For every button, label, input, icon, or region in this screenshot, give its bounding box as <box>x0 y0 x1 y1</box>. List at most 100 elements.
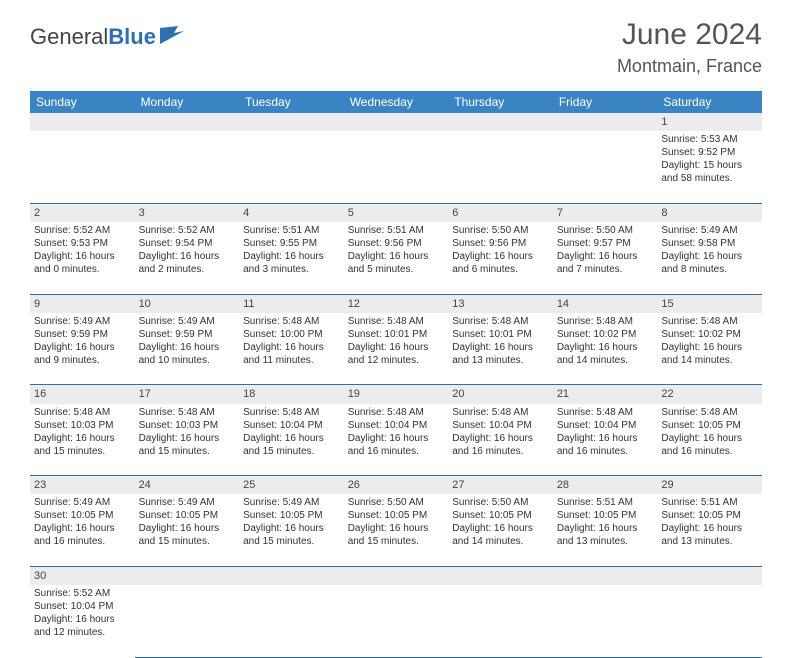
day-detail-cell: Sunrise: 5:48 AMSunset: 10:05 PMDaylight… <box>657 404 762 476</box>
sunrise-text: Sunrise: 5:48 AM <box>557 315 654 328</box>
day-number-cell: 7 <box>553 203 658 222</box>
week-3-daynums: 16171819202122 <box>30 385 762 404</box>
day-detail-cell: Sunrise: 5:51 AMSunset: 9:55 PMDaylight:… <box>239 222 344 294</box>
sunset-text: Sunset: 10:02 PM <box>661 328 758 341</box>
sunrise-text: Sunrise: 5:48 AM <box>243 406 340 419</box>
month-title: June 2024 <box>617 18 762 52</box>
day-detail-cell: Sunrise: 5:48 AMSunset: 10:04 PMDaylight… <box>448 404 553 476</box>
sunrise-text: Sunrise: 5:48 AM <box>348 315 445 328</box>
logo: GeneralBlue <box>30 24 186 50</box>
sunrise-text: Sunrise: 5:48 AM <box>452 406 549 419</box>
day-number-cell: 25 <box>239 476 344 495</box>
day-number-cell: 4 <box>239 203 344 222</box>
day-number: 4 <box>243 206 340 220</box>
day-number-cell <box>344 113 449 131</box>
day-number: 22 <box>661 387 758 401</box>
day-number-cell: 16 <box>30 385 135 404</box>
day-number: 29 <box>661 478 758 492</box>
sunset-text: Sunset: 9:59 PM <box>34 328 131 341</box>
week-5-details: Sunrise: 5:52 AMSunset: 10:04 PMDaylight… <box>30 585 762 657</box>
daylight-text: Daylight: 16 hours and 15 minutes. <box>243 432 340 458</box>
day-number: 23 <box>34 478 131 492</box>
day-detail-cell: Sunrise: 5:50 AMSunset: 9:56 PMDaylight:… <box>448 222 553 294</box>
sunrise-text: Sunrise: 5:49 AM <box>243 496 340 509</box>
day-number: 25 <box>243 478 340 492</box>
sunrise-text: Sunrise: 5:49 AM <box>34 496 131 509</box>
sunrise-text: Sunrise: 5:49 AM <box>139 496 236 509</box>
logo-text-2: Blue <box>108 24 156 50</box>
day-detail-cell: Sunrise: 5:48 AMSunset: 10:02 PMDaylight… <box>553 313 658 385</box>
daylight-text: Daylight: 15 hours and 58 minutes. <box>661 159 758 185</box>
sunrise-text: Sunrise: 5:53 AM <box>661 133 758 146</box>
daylight-text: Daylight: 16 hours and 16 minutes. <box>34 522 131 548</box>
day-number-cell: 15 <box>657 294 762 313</box>
sunset-text: Sunset: 10:04 PM <box>243 419 340 432</box>
weekday-header-row: Sunday Monday Tuesday Wednesday Thursday… <box>30 91 762 113</box>
sunset-text: Sunset: 10:05 PM <box>661 509 758 522</box>
day-detail-cell: Sunrise: 5:48 AMSunset: 10:03 PMDaylight… <box>30 404 135 476</box>
col-tuesday: Tuesday <box>239 91 344 113</box>
sunset-text: Sunset: 10:03 PM <box>34 419 131 432</box>
day-number: 16 <box>34 387 131 401</box>
day-number: 18 <box>243 387 340 401</box>
daylight-text: Daylight: 16 hours and 6 minutes. <box>452 250 549 276</box>
daylight-text: Daylight: 16 hours and 12 minutes. <box>348 341 445 367</box>
day-detail-cell: Sunrise: 5:49 AMSunset: 9:58 PMDaylight:… <box>657 222 762 294</box>
day-number-cell: 14 <box>553 294 658 313</box>
sunrise-text: Sunrise: 5:48 AM <box>557 406 654 419</box>
location: Montmain, France <box>617 56 762 77</box>
sunset-text: Sunset: 9:55 PM <box>243 237 340 250</box>
day-number: 20 <box>452 387 549 401</box>
sunset-text: Sunset: 9:52 PM <box>661 146 758 159</box>
day-number-cell <box>448 566 553 585</box>
sunrise-text: Sunrise: 5:51 AM <box>557 496 654 509</box>
day-number-cell: 18 <box>239 385 344 404</box>
day-number: 17 <box>139 387 236 401</box>
day-number-cell: 12 <box>344 294 449 313</box>
daylight-text: Daylight: 16 hours and 15 minutes. <box>348 522 445 548</box>
sunrise-text: Sunrise: 5:52 AM <box>139 224 236 237</box>
day-detail-cell: Sunrise: 5:52 AMSunset: 9:53 PMDaylight:… <box>30 222 135 294</box>
sunset-text: Sunset: 10:05 PM <box>34 509 131 522</box>
day-number-cell: 23 <box>30 476 135 495</box>
daylight-text: Daylight: 16 hours and 12 minutes. <box>34 613 131 639</box>
day-number-cell: 8 <box>657 203 762 222</box>
sunset-text: Sunset: 10:01 PM <box>452 328 549 341</box>
sunset-text: Sunset: 10:05 PM <box>452 509 549 522</box>
day-number: 13 <box>452 297 549 311</box>
day-detail-cell <box>553 131 658 203</box>
day-number-cell <box>30 113 135 131</box>
day-detail-cell: Sunrise: 5:50 AMSunset: 10:05 PMDaylight… <box>448 494 553 566</box>
sunset-text: Sunset: 10:05 PM <box>661 419 758 432</box>
daylight-text: Daylight: 16 hours and 13 minutes. <box>557 522 654 548</box>
sunrise-text: Sunrise: 5:49 AM <box>34 315 131 328</box>
daylight-text: Daylight: 16 hours and 15 minutes. <box>243 522 340 548</box>
calendar-table: Sunday Monday Tuesday Wednesday Thursday… <box>30 91 762 658</box>
daylight-text: Daylight: 16 hours and 10 minutes. <box>139 341 236 367</box>
day-number: 2 <box>34 206 131 220</box>
sunrise-text: Sunrise: 5:49 AM <box>139 315 236 328</box>
sunset-text: Sunset: 10:04 PM <box>348 419 445 432</box>
day-detail-cell: Sunrise: 5:51 AMSunset: 9:56 PMDaylight:… <box>344 222 449 294</box>
sunrise-text: Sunrise: 5:48 AM <box>243 315 340 328</box>
day-detail-cell: Sunrise: 5:48 AMSunset: 10:03 PMDaylight… <box>135 404 240 476</box>
day-number-cell <box>135 113 240 131</box>
sunset-text: Sunset: 10:05 PM <box>557 509 654 522</box>
day-detail-cell: Sunrise: 5:48 AMSunset: 10:04 PMDaylight… <box>344 404 449 476</box>
day-number-cell: 19 <box>344 385 449 404</box>
sunrise-text: Sunrise: 5:50 AM <box>452 224 549 237</box>
day-number-cell: 24 <box>135 476 240 495</box>
header: GeneralBlue June 2024 Montmain, France <box>0 0 792 85</box>
day-number: 19 <box>348 387 445 401</box>
day-detail-cell <box>344 131 449 203</box>
sunrise-text: Sunrise: 5:51 AM <box>661 496 758 509</box>
sunrise-text: Sunrise: 5:51 AM <box>348 224 445 237</box>
day-detail-cell: Sunrise: 5:48 AMSunset: 10:02 PMDaylight… <box>657 313 762 385</box>
sunset-text: Sunset: 10:05 PM <box>139 509 236 522</box>
day-detail-cell: Sunrise: 5:49 AMSunset: 10:05 PMDaylight… <box>30 494 135 566</box>
day-detail-cell <box>135 585 240 657</box>
day-detail-cell: Sunrise: 5:49 AMSunset: 9:59 PMDaylight:… <box>135 313 240 385</box>
sunset-text: Sunset: 10:05 PM <box>348 509 445 522</box>
day-detail-cell <box>135 131 240 203</box>
col-friday: Friday <box>553 91 658 113</box>
